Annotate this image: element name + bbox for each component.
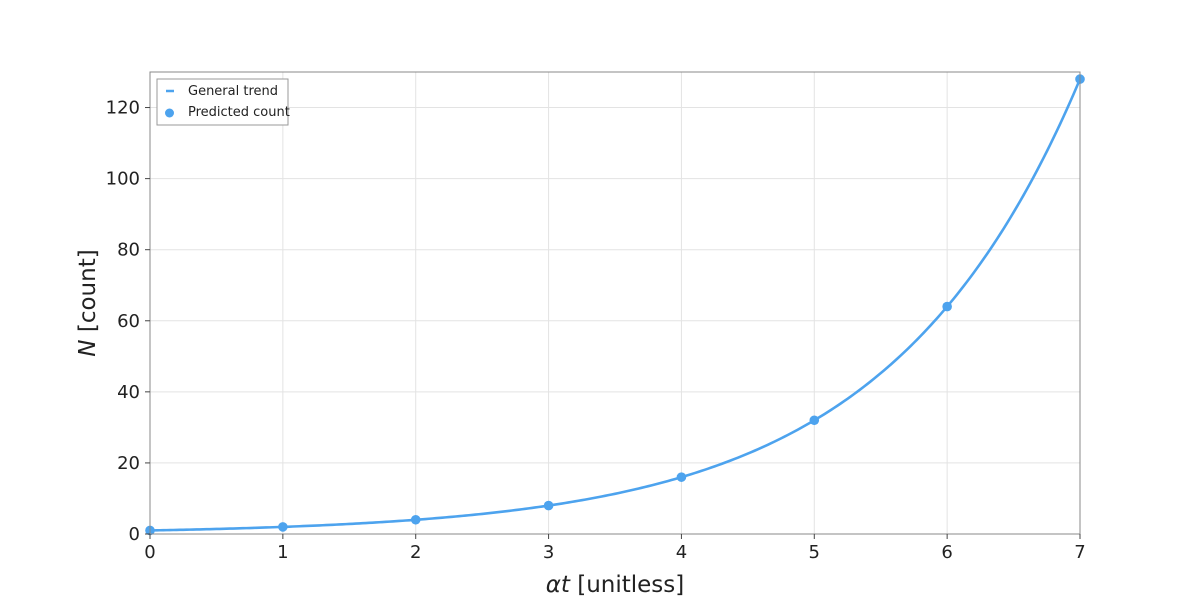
y-tick-label: 120 (106, 98, 140, 119)
x-tick-label: 3 (543, 542, 554, 563)
y-tick-label: 100 (106, 169, 140, 190)
data-point (278, 522, 288, 532)
y-tick-label: 80 (117, 240, 140, 261)
y-tick-label: 40 (117, 382, 140, 403)
x-tick-label: 2 (410, 542, 421, 563)
trend-line (150, 78, 1080, 532)
y-axis-label: N [count] (75, 249, 101, 356)
data-point (942, 301, 952, 312)
grid-layer (149, 72, 1081, 535)
data-point (543, 500, 554, 511)
y-tick-label: 60 (117, 311, 140, 332)
y-axis-unit: [count] (75, 249, 101, 332)
data-point (410, 514, 421, 525)
x-tick-label: 7 (1074, 542, 1085, 563)
x-axis-unit: [unitless] (577, 572, 684, 598)
y-tick-label: 0 (129, 524, 140, 545)
frame-layer (149, 71, 1081, 535)
x-tick-label: 0 (144, 542, 155, 563)
legend-label-predicted-count: Predicted count (188, 105, 290, 120)
data-point (809, 415, 820, 426)
axis-layer: 0 1 2 3 4 5 6 7 0 20 40 60 80 100 120 (106, 98, 1086, 563)
legend-marker-swatch (165, 108, 174, 118)
x-axis-symbol: αt (546, 572, 571, 598)
legend-label-general-trend: General trend (188, 84, 278, 99)
x-tick-label: 6 (941, 542, 952, 563)
legend-box (156, 78, 289, 126)
data-point (676, 472, 687, 482)
series-layer (145, 74, 1085, 536)
chart-legend: General trend Predicted count (156, 78, 290, 126)
x-tick-label: 4 (676, 542, 687, 563)
x-axis-label: αt [unitless] (546, 572, 685, 598)
plot-frame (149, 71, 1081, 535)
x-tick-label: 5 (809, 542, 820, 563)
y-axis-symbol: N (75, 339, 101, 356)
x-tick-label: 1 (277, 542, 288, 563)
y-tick-label: 20 (117, 453, 140, 474)
